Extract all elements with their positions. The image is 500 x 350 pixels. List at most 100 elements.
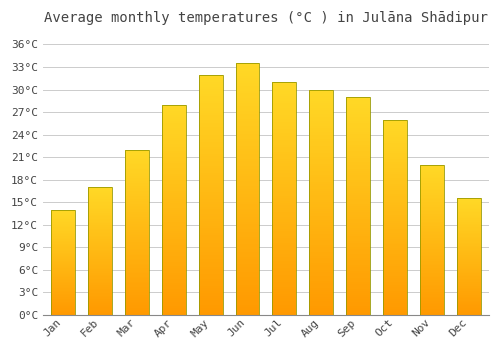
Bar (125, 267, 149, 268)
Bar (52, 292, 75, 293)
Bar (88, 208, 112, 209)
Bar (162, 254, 186, 256)
Bar (309, 99, 333, 101)
Bar (162, 292, 186, 294)
Bar (88, 187, 112, 188)
Bar (88, 202, 112, 204)
Bar (236, 310, 260, 312)
Bar (420, 277, 444, 279)
Bar (456, 220, 480, 222)
Bar (198, 116, 222, 118)
Bar (88, 195, 112, 196)
Bar (420, 297, 444, 298)
Bar (88, 255, 112, 256)
Bar (309, 182, 333, 184)
Bar (383, 172, 407, 174)
Bar (456, 241, 480, 243)
Bar (272, 280, 296, 282)
Bar (272, 138, 296, 140)
Bar (420, 217, 444, 219)
Bar (162, 107, 186, 109)
Bar (456, 257, 480, 258)
Bar (420, 189, 444, 190)
Bar (456, 234, 480, 236)
Bar (52, 299, 75, 300)
Bar (125, 181, 149, 183)
Bar (346, 223, 370, 225)
Bar (346, 208, 370, 210)
Bar (309, 276, 333, 279)
Bar (125, 290, 149, 292)
Bar (88, 267, 112, 269)
Bar (383, 170, 407, 172)
Bar (125, 303, 149, 305)
Bar (52, 236, 75, 237)
Bar (272, 142, 296, 145)
Bar (420, 208, 444, 210)
Bar (309, 306, 333, 308)
Bar (272, 87, 296, 89)
Bar (236, 151, 260, 154)
Bar (309, 227, 333, 229)
Bar (383, 229, 407, 231)
Bar (383, 161, 407, 162)
Bar (125, 242, 149, 244)
Bar (456, 199, 480, 201)
Bar (52, 286, 75, 287)
Bar (198, 293, 222, 295)
Bar (456, 218, 480, 219)
Bar (420, 202, 444, 204)
Bar (88, 256, 112, 257)
Bar (346, 304, 370, 306)
Bar (420, 180, 444, 181)
Bar (198, 111, 222, 113)
Bar (198, 108, 222, 111)
Bar (198, 170, 222, 173)
Bar (162, 115, 186, 117)
Bar (198, 120, 222, 122)
Bar (88, 260, 112, 261)
Bar (420, 261, 444, 262)
Bar (88, 237, 112, 238)
Bar (162, 119, 186, 121)
Bar (383, 250, 407, 252)
Bar (125, 264, 149, 265)
Bar (420, 214, 444, 216)
Bar (272, 257, 296, 259)
Bar (383, 203, 407, 205)
Bar (198, 125, 222, 127)
Bar (236, 71, 260, 73)
Bar (309, 105, 333, 107)
Bar (272, 313, 296, 315)
Bar (346, 173, 370, 175)
Bar (162, 157, 186, 159)
Bar (125, 244, 149, 245)
Bar (383, 246, 407, 248)
Bar (198, 96, 222, 99)
Bar (346, 136, 370, 138)
Bar (346, 121, 370, 123)
Bar (383, 202, 407, 203)
Bar (383, 293, 407, 295)
Bar (125, 298, 149, 300)
Bar (456, 202, 480, 203)
Bar (236, 166, 260, 169)
Bar (383, 307, 407, 309)
Bar (236, 287, 260, 289)
Bar (236, 78, 260, 81)
Bar (346, 241, 370, 243)
Bar (125, 149, 149, 315)
Bar (162, 285, 186, 287)
Bar (52, 221, 75, 222)
Bar (125, 166, 149, 168)
Bar (198, 284, 222, 286)
Bar (383, 153, 407, 155)
Bar (52, 265, 75, 266)
Bar (52, 276, 75, 277)
Bar (309, 313, 333, 315)
Bar (383, 287, 407, 289)
Bar (236, 106, 260, 108)
Bar (346, 210, 370, 212)
Bar (162, 187, 186, 189)
Bar (346, 230, 370, 232)
